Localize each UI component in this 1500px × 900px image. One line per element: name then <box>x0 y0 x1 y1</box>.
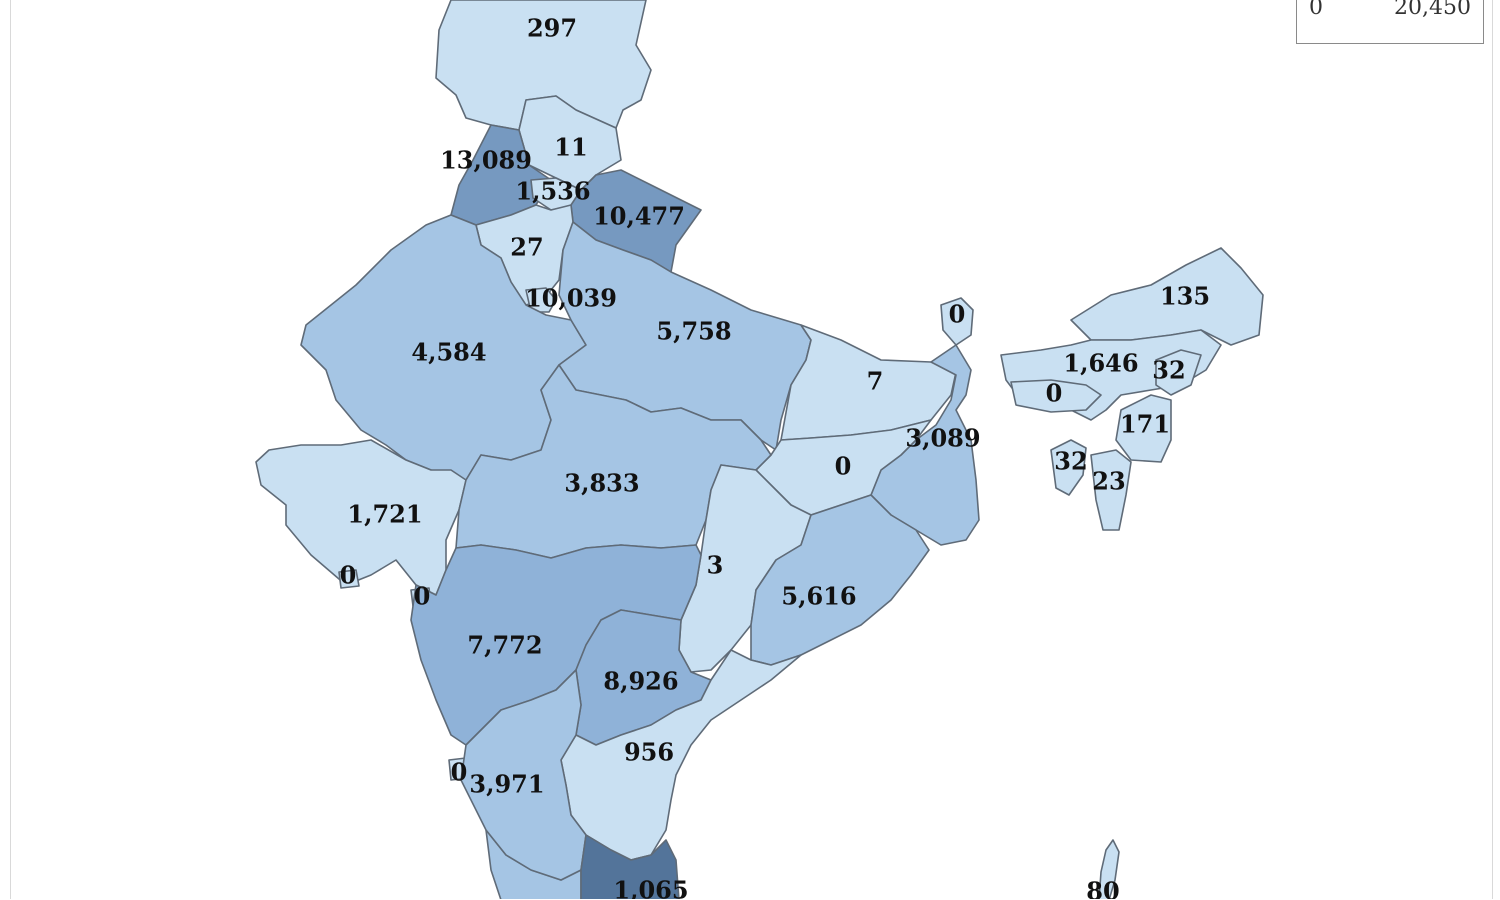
region-value-tamil-nadu: 1,065 <box>613 876 688 900</box>
region-value-west-bengal: 3,089 <box>905 424 980 453</box>
region-value-uttarakhand: 10,477 <box>593 202 685 231</box>
region-mizoram <box>1090 449 1132 531</box>
region-value-andhra-pradesh: 956 <box>624 738 674 767</box>
region-value-uttar-pradesh: 5,758 <box>656 317 731 346</box>
region-value-maharashtra: 7,772 <box>467 631 542 660</box>
region-west-bengal <box>870 344 980 546</box>
region-value-telangana: 8,926 <box>603 667 678 696</box>
region-value-madhya-pradesh: 3,833 <box>564 469 639 498</box>
region-value-meghalaya: 0 <box>1046 379 1063 408</box>
color-legend: 0 20,450 <box>1296 0 1484 44</box>
region-value-goa: 0 <box>451 758 468 787</box>
region-value-rajasthan: 4,584 <box>411 338 486 367</box>
region-odisha <box>750 494 930 666</box>
region-tamil-nadu <box>580 834 680 899</box>
map-frame: 297 11 13,089 1,536 10,477 27 10,039 4,584 5,758… <box>10 0 1493 899</box>
region-value-odisha: 5,616 <box>781 582 856 611</box>
region-value-karnataka: 3,971 <box>469 770 544 799</box>
region-meghalaya <box>1010 379 1102 413</box>
legend-max-label: 20,450 <box>1394 0 1471 20</box>
region-value-haryana: 27 <box>510 233 543 262</box>
region-value-mizoram: 23 <box>1092 467 1125 496</box>
region-value-assam: 1,646 <box>1063 349 1138 378</box>
region-value-delhi: 10,039 <box>525 284 617 313</box>
region-manipur <box>1115 394 1172 463</box>
region-value-himachal-pradesh: 11 <box>554 133 587 162</box>
region-value-dadra-nagar-haveli: 0 <box>414 582 431 611</box>
region-value-punjab: 13,089 <box>440 146 532 175</box>
legend-min-label: 0 <box>1309 0 1323 20</box>
region-value-manipur: 171 <box>1120 410 1170 439</box>
region-value-daman-diu: 0 <box>340 561 357 590</box>
region-value-tripura: 32 <box>1054 447 1087 476</box>
region-value-sikkim: 0 <box>949 300 966 329</box>
region-value-arunachal-pradesh: 135 <box>1160 282 1210 311</box>
region-value-bihar: 7 <box>867 367 884 396</box>
region-himachal-pradesh <box>518 95 622 191</box>
region-value-chandigarh: 1,536 <box>515 177 590 206</box>
region-value-gujarat: 1,721 <box>347 500 422 529</box>
region-value-jammu-kashmir: 297 <box>527 14 577 43</box>
region-value-nagaland: 32 <box>1152 356 1185 385</box>
region-nagaland <box>1155 349 1202 396</box>
region-andaman-nicobar <box>1098 839 1120 899</box>
region-value-jharkhand: 0 <box>835 452 852 481</box>
region-value-andaman-nicobar: 80 <box>1086 877 1119 900</box>
region-value-chhattisgarh: 3 <box>707 551 724 580</box>
region-tripura <box>1050 439 1087 496</box>
region-daman-diu <box>338 569 360 589</box>
region-sikkim <box>940 297 974 346</box>
region-karnataka <box>460 669 587 881</box>
